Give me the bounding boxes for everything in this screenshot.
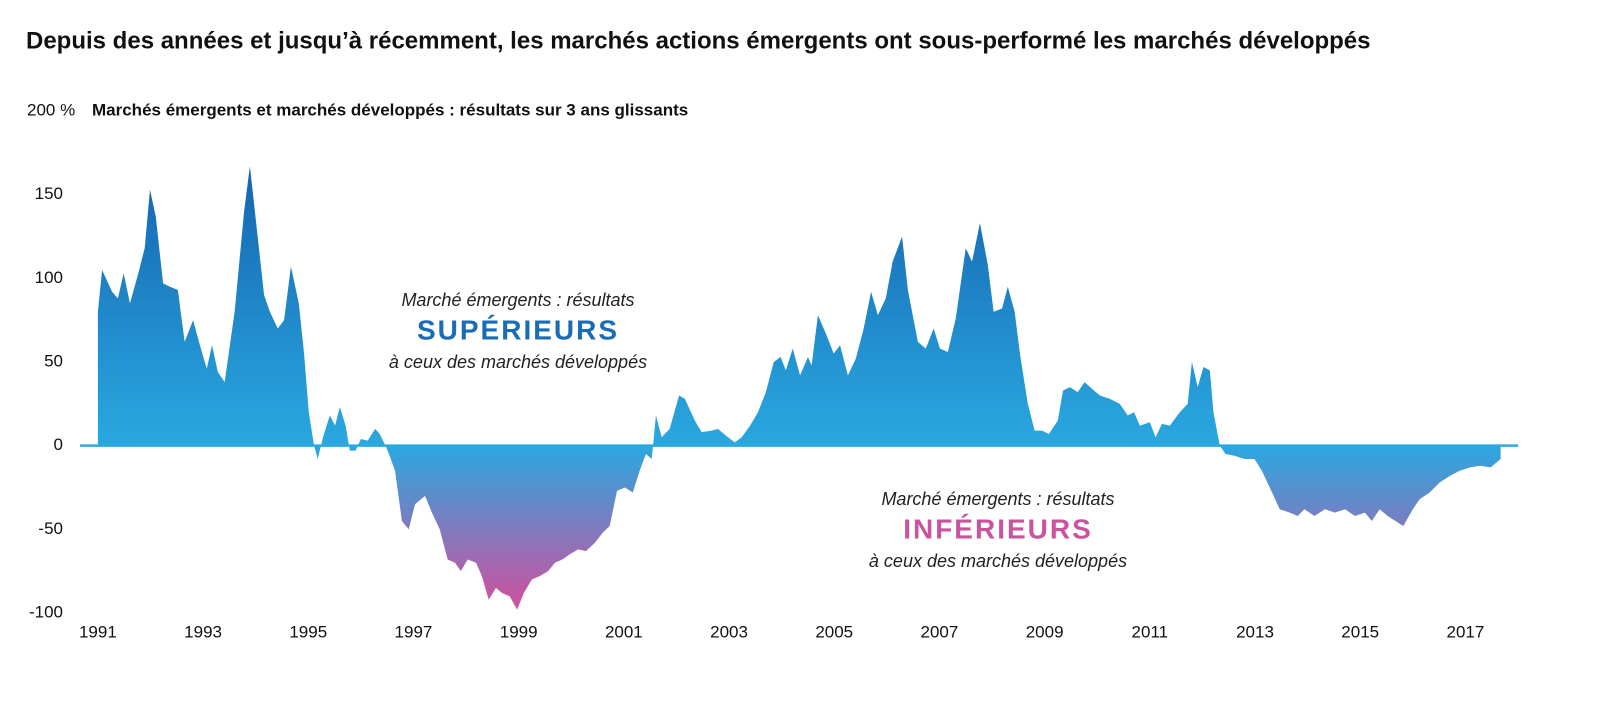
x-tick-label: 1997 — [395, 622, 433, 641]
x-tick-label: 2013 — [1236, 622, 1274, 641]
chart-title: Depuis des années et jusqu’à récemment, … — [26, 27, 1371, 54]
x-tick-label: 2003 — [710, 622, 748, 641]
y-tick-label: 150 — [35, 184, 63, 203]
annotation: INFÉRIEURS — [903, 513, 1093, 544]
y-tick-label: 200 % — [27, 100, 75, 119]
annotation: SUPÉRIEURS — [417, 314, 619, 345]
x-tick-label: 1991 — [79, 622, 117, 641]
x-tick-label: 2011 — [1132, 622, 1169, 641]
annotation: à ceux des marchés développés — [389, 352, 647, 372]
area — [97, 166, 1501, 610]
annotation: à ceux des marchés développés — [869, 551, 1127, 571]
x-tick-label: 1993 — [184, 622, 222, 641]
x-tick-label: 1999 — [500, 622, 538, 641]
annotation: Marché émergents : résultats — [881, 489, 1114, 509]
y-tick-label: 0 — [54, 435, 63, 454]
x-tick-label: 2005 — [815, 622, 853, 641]
x-tick-label: 2009 — [1026, 622, 1064, 641]
y-tick-label: 100 — [35, 268, 63, 287]
x-tick-label: 2007 — [921, 622, 959, 641]
chart-subtitle: Marchés émergents et marchés développés … — [92, 100, 688, 119]
x-tick-label: 2017 — [1446, 622, 1484, 641]
x-tick-label: 1995 — [289, 622, 327, 641]
y-tick-label: 50 — [44, 351, 63, 370]
x-tick-label: 2001 — [605, 622, 643, 641]
y-tick-label: -100 — [29, 602, 63, 621]
x-tick-label: 2015 — [1341, 622, 1379, 641]
annotation: Marché émergents : résultats — [401, 290, 634, 310]
y-tick-label: -50 — [38, 519, 63, 538]
